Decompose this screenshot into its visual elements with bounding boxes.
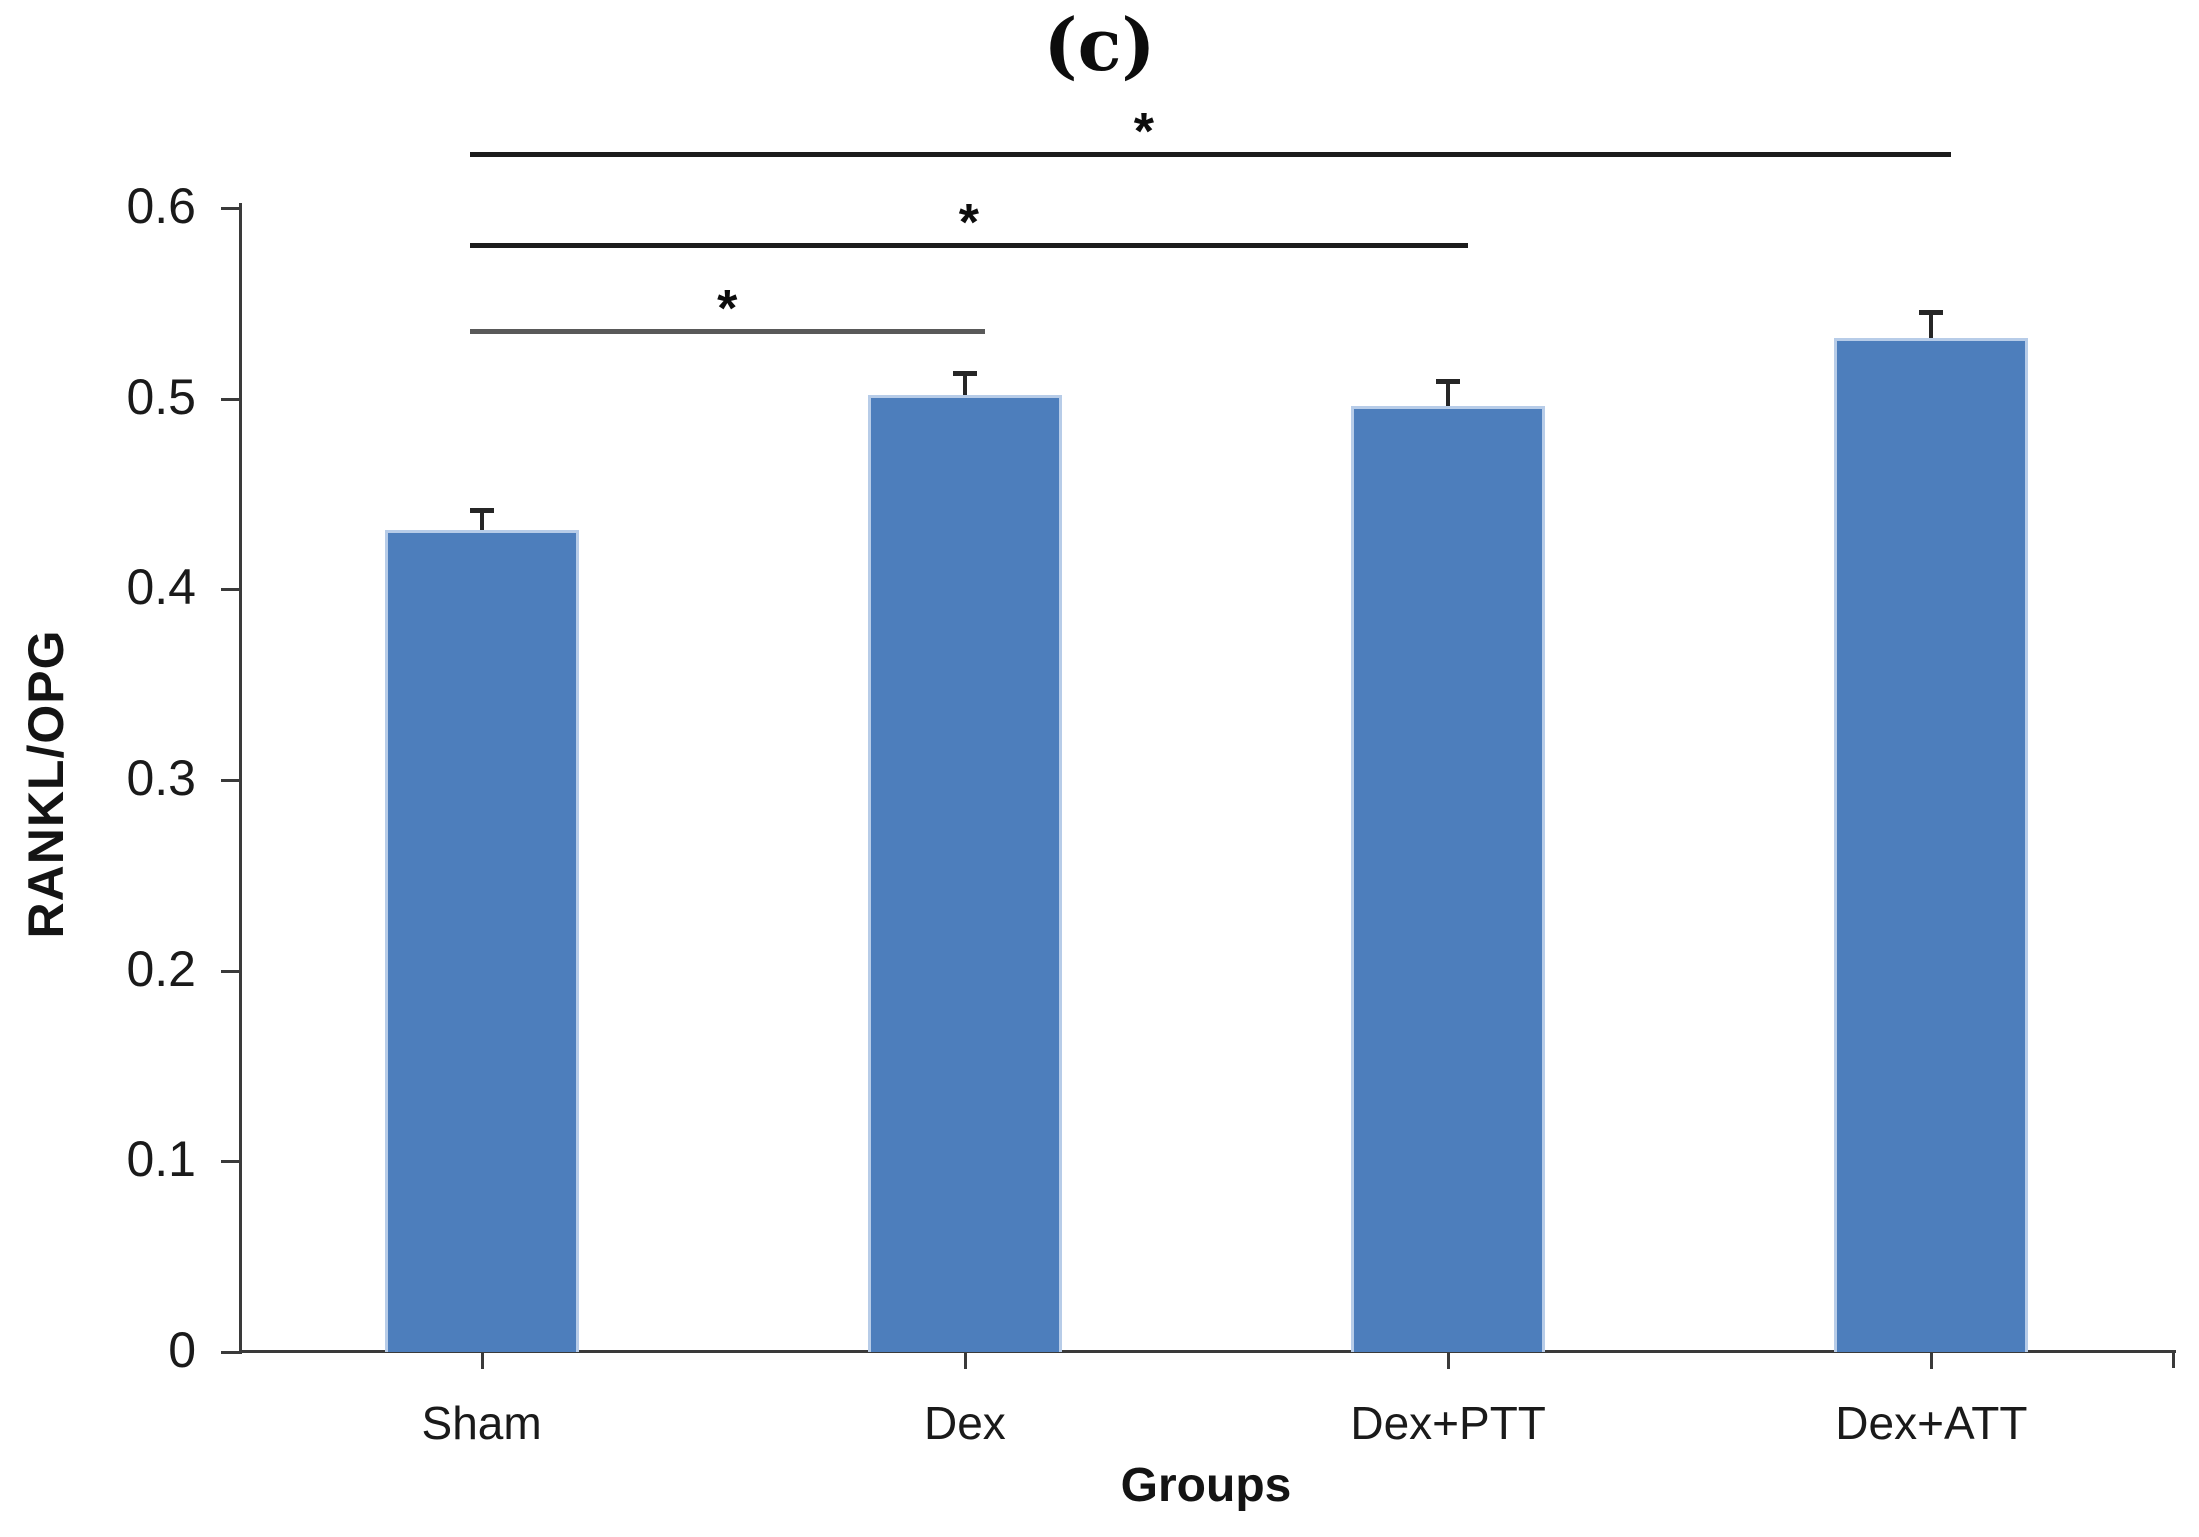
x-category-label-Dex: Dex xyxy=(923,1397,1006,1449)
y-tick-label-0.1: 0.1 xyxy=(126,1131,196,1188)
bar-Dex xyxy=(867,394,1062,1352)
x-category-label-Sham: Sham xyxy=(421,1397,542,1449)
y-tick-label-0.2: 0.2 xyxy=(126,940,196,997)
error-bar-Dex+ATT xyxy=(1929,312,1934,338)
y-tick-0.2 xyxy=(221,969,240,973)
error-bar-Dex+PTT xyxy=(1446,381,1451,407)
y-tick-label-0.3: 0.3 xyxy=(126,750,196,806)
y-tick-label-0.5: 0.5 xyxy=(126,368,196,425)
error-bar-cap-Sham xyxy=(469,508,494,514)
y-axis xyxy=(239,203,242,1354)
y-tick-0.1 xyxy=(221,1160,240,1164)
x-category-label-Dex+PTT: Dex+PTT xyxy=(1350,1397,1546,1449)
figure-panel-label: (c) xyxy=(1043,2,1156,87)
error-bar-cap-Dex+PTT xyxy=(1436,378,1461,384)
y-tick-0.4 xyxy=(221,588,240,592)
error-bar-cap-Dex+ATT xyxy=(1919,309,1944,315)
y-tick-0.5 xyxy=(221,397,240,401)
bar-Dex+ATT xyxy=(1834,337,2029,1352)
x-axis-title: Groups xyxy=(1120,1459,1292,1512)
bar-Sham xyxy=(384,530,579,1352)
x-tick-Sham xyxy=(480,1353,484,1369)
y-tick-label-0.6: 0.6 xyxy=(126,178,196,234)
bar-Dex+PTT xyxy=(1351,406,1546,1352)
x-tick-Dex+PTT xyxy=(1447,1353,1451,1369)
significance-line-Sham-Dex+PTT xyxy=(469,243,1469,248)
significance-asterisk-Sham-Dex+PTT: * xyxy=(958,194,979,252)
error-bar-Sham xyxy=(479,511,484,531)
y-tick-label-0.4: 0.4 xyxy=(126,559,196,616)
x-axis-end-tick xyxy=(2172,1350,2175,1368)
x-tick-Dex xyxy=(963,1353,967,1369)
y-tick-label-0: 0 xyxy=(168,1322,196,1378)
y-tick-0.6 xyxy=(221,207,240,210)
significance-asterisk-Sham-Dex+ATT: * xyxy=(1133,103,1154,161)
y-tick-0 xyxy=(221,1351,240,1354)
error-bar-Dex xyxy=(962,373,967,395)
x-axis xyxy=(240,1350,2176,1353)
significance-line-Sham-Dex xyxy=(469,329,985,334)
significance-asterisk-Sham-Dex: * xyxy=(717,280,738,338)
x-tick-Dex+ATT xyxy=(1930,1353,1934,1369)
significance-line-Sham-Dex+ATT xyxy=(469,152,1952,157)
x-category-label-Dex+ATT: Dex+ATT xyxy=(1835,1397,2028,1449)
y-tick-0.3 xyxy=(221,779,240,782)
error-bar-cap-Dex xyxy=(952,370,977,376)
